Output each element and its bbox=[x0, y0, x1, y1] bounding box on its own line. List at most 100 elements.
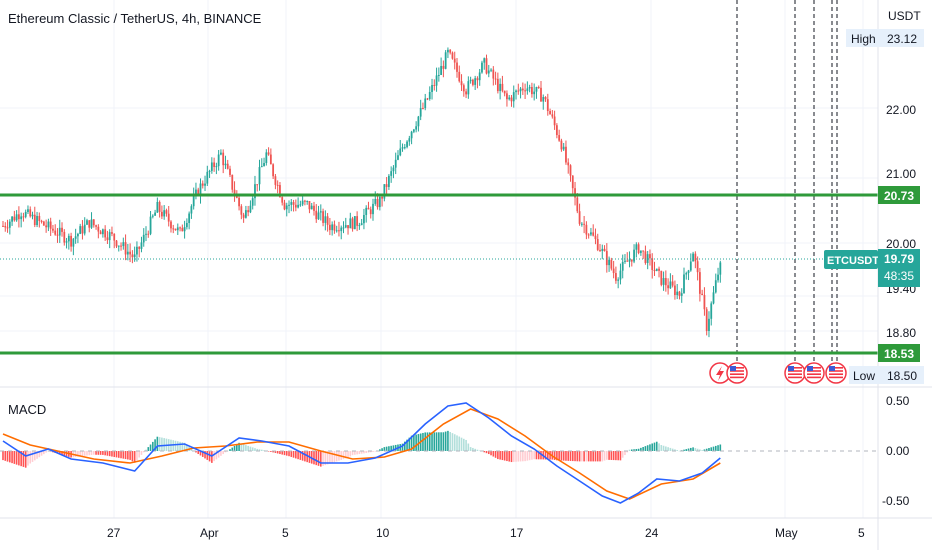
candle-body bbox=[471, 79, 474, 85]
macd-histogram-bar bbox=[33, 451, 36, 461]
macd-histogram-bar bbox=[97, 451, 100, 455]
macd-histogram-bar bbox=[699, 449, 701, 451]
macd-histogram-bar bbox=[388, 446, 390, 451]
candle-body bbox=[163, 210, 166, 217]
macd-histogram-bar bbox=[211, 451, 213, 463]
candle-body bbox=[596, 239, 599, 250]
us-flag-icon[interactable] bbox=[803, 362, 825, 384]
macd-histogram-bar bbox=[617, 451, 619, 461]
us-flag-icon[interactable] bbox=[784, 362, 806, 384]
macd-histogram-bar bbox=[129, 451, 131, 460]
candle-body bbox=[358, 225, 361, 227]
macd-histogram-bar bbox=[147, 447, 150, 451]
candle-body bbox=[669, 281, 672, 289]
macd-histogram-bar bbox=[453, 434, 456, 451]
macd-histogram-bar bbox=[531, 451, 533, 460]
candle-body bbox=[440, 65, 443, 75]
macd-histogram-bar bbox=[43, 451, 45, 455]
macd-histogram-bar bbox=[476, 449, 479, 451]
price-tick: 22.00 bbox=[886, 103, 916, 117]
macd-histogram-bar bbox=[644, 446, 647, 451]
candle-body bbox=[510, 97, 513, 102]
macd-histogram-bar bbox=[154, 439, 156, 451]
candle-body bbox=[385, 184, 388, 187]
macd-histogram-bar bbox=[606, 451, 608, 460]
chart-title: Ethereum Classic / TetherUS, 4h, BINANCE bbox=[8, 11, 262, 26]
candle-body bbox=[680, 293, 683, 296]
candle-body bbox=[254, 184, 256, 199]
candle-body bbox=[27, 209, 29, 212]
macd-histogram-bar bbox=[88, 451, 91, 456]
candle-body bbox=[229, 168, 231, 175]
candle-body bbox=[106, 237, 109, 241]
candle-body bbox=[651, 258, 654, 271]
macd-tick: -0.50 bbox=[882, 494, 910, 508]
level-tag-box[interactable] bbox=[878, 344, 920, 362]
macd-histogram-bar bbox=[494, 451, 497, 458]
macd-histogram-bar bbox=[117, 451, 120, 458]
price-tag-box[interactable] bbox=[878, 249, 920, 287]
macd-histogram-bar bbox=[456, 435, 458, 451]
macd-histogram-bar bbox=[662, 445, 665, 451]
macd-histogram-bar bbox=[599, 451, 601, 462]
candle-body bbox=[217, 154, 220, 167]
candle-body bbox=[485, 58, 488, 74]
candle-body bbox=[36, 215, 38, 226]
candle-body bbox=[626, 260, 629, 262]
macd-histogram-bar bbox=[124, 451, 127, 460]
us-flag-icon[interactable] bbox=[825, 362, 847, 384]
candle-body bbox=[24, 211, 27, 217]
candle-body bbox=[156, 201, 159, 213]
macd-histogram-bar bbox=[77, 451, 79, 457]
symbol-tag-box[interactable] bbox=[824, 250, 878, 269]
candle-body bbox=[630, 259, 633, 262]
candle-body bbox=[649, 254, 651, 259]
level-tag-box[interactable] bbox=[878, 186, 920, 204]
candle-body bbox=[45, 225, 48, 228]
candle-body bbox=[158, 201, 161, 212]
candle-body bbox=[624, 260, 626, 262]
candle-body bbox=[29, 209, 32, 217]
candle-body bbox=[142, 234, 145, 243]
macd-histogram-bar bbox=[499, 451, 501, 460]
macd-histogram-bar bbox=[633, 449, 635, 451]
candle-body bbox=[674, 285, 676, 296]
macd-histogram-bar bbox=[224, 451, 227, 453]
candle-body bbox=[512, 92, 515, 102]
us-flag-icon[interactable] bbox=[726, 362, 748, 384]
macd-histogram-bar bbox=[585, 451, 588, 462]
macd-histogram-bar bbox=[256, 448, 259, 451]
candle-body bbox=[199, 183, 202, 196]
macd-histogram-bar bbox=[152, 441, 154, 451]
candle-body bbox=[42, 221, 45, 226]
macd-histogram-bar bbox=[669, 447, 672, 451]
candle-body bbox=[487, 70, 490, 74]
candle-body bbox=[694, 253, 697, 262]
candle-body bbox=[408, 138, 411, 142]
candle-body bbox=[195, 189, 197, 196]
macd-histogram-bar bbox=[708, 448, 710, 451]
candle-body bbox=[676, 291, 679, 296]
candle-body bbox=[79, 226, 82, 234]
candle-body bbox=[431, 85, 433, 92]
candle-body bbox=[258, 167, 261, 185]
currency-label: USDT bbox=[888, 9, 921, 23]
macd-histogram-bar bbox=[710, 447, 713, 451]
time-tick: Apr bbox=[200, 526, 219, 540]
candle-body bbox=[678, 291, 681, 296]
macd-histogram-bar bbox=[696, 448, 699, 451]
macd-histogram-bar bbox=[433, 432, 436, 451]
macd-histogram-bar bbox=[671, 448, 674, 451]
candle-body bbox=[585, 224, 588, 235]
candle-body bbox=[2, 225, 4, 227]
candle-body bbox=[349, 218, 352, 229]
macd-histogram-bar bbox=[133, 451, 136, 463]
time-tick: May bbox=[775, 526, 798, 540]
macd-histogram-bar bbox=[95, 451, 97, 455]
macd-histogram-bar bbox=[524, 451, 526, 462]
candle-body bbox=[435, 75, 438, 86]
macd-histogram-bar bbox=[415, 434, 417, 451]
macd-histogram-bar bbox=[329, 451, 331, 464]
macd-histogram-bar bbox=[251, 447, 254, 451]
